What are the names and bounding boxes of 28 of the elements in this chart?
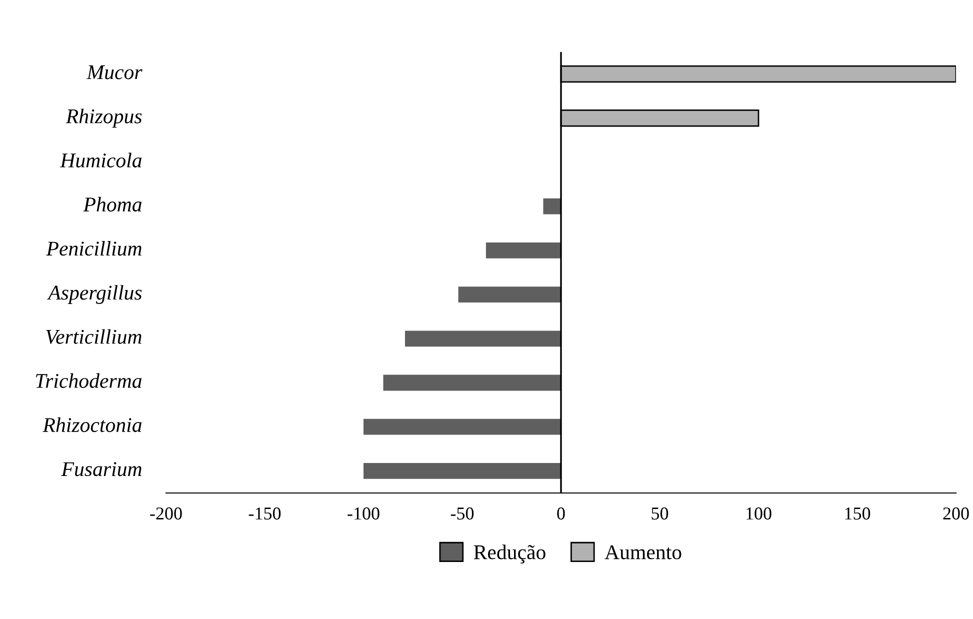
y-tick-label: Penicillium xyxy=(46,241,142,256)
x-tick-label: -150 xyxy=(248,507,281,520)
x-tick-label: -200 xyxy=(150,507,182,520)
bar xyxy=(458,286,561,302)
y-tick-label: Phoma xyxy=(83,196,142,212)
bar xyxy=(383,374,561,391)
bar xyxy=(404,330,561,347)
bar xyxy=(364,418,561,435)
y-tick-label: Verticillium xyxy=(46,329,142,344)
y-tick-label: Trichoderma xyxy=(36,373,142,388)
x-tick-label: 200 xyxy=(943,507,969,520)
y-tick-label: Rhizopus xyxy=(66,108,142,128)
x-tick-label: 100 xyxy=(746,507,772,520)
y-tick-label: Aspergillus xyxy=(47,285,142,304)
bar xyxy=(364,463,561,479)
x-tick-label: -50 xyxy=(450,507,474,520)
x-tick-label: 50 xyxy=(652,507,668,520)
y-tick-label: Mucor xyxy=(86,65,142,80)
x-tick-label: 0 xyxy=(557,507,565,520)
legend-label: Aumento xyxy=(604,545,682,560)
x-tick-label: -100 xyxy=(348,507,380,520)
bar xyxy=(543,198,561,214)
legend-label: Redução xyxy=(474,544,546,564)
y-tick-label: Humicola xyxy=(60,152,142,168)
x-tick-label: 150 xyxy=(845,507,870,520)
y-tick-label: Rhizoctonia xyxy=(42,417,142,432)
y-tick-label: Fusarium xyxy=(61,462,142,476)
bar xyxy=(486,242,561,258)
